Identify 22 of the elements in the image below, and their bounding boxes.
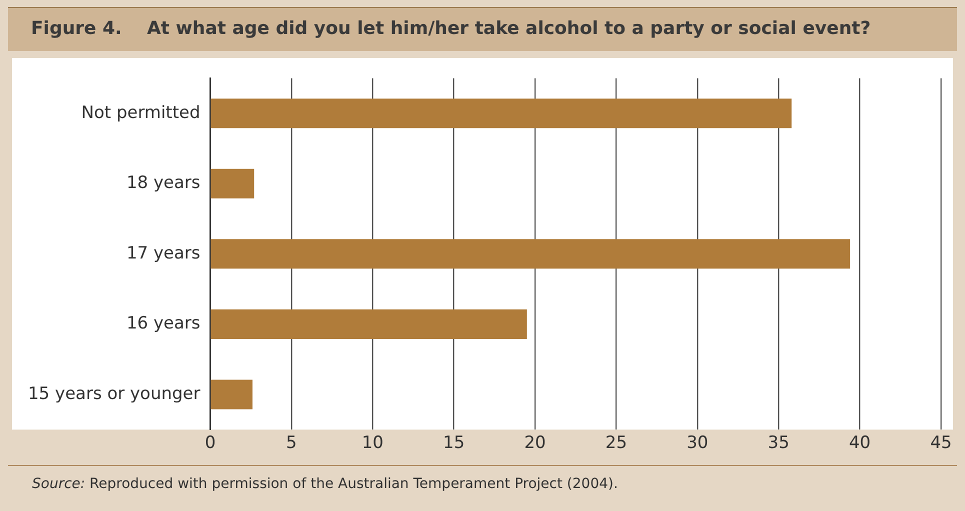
chart-title: Figure 4. At what age did you let him/her take alcohol to a party or social event?	[8, 7, 957, 51]
bar	[210, 168, 254, 198]
x-tick-label: 15	[443, 433, 465, 454]
x-tick-label: 25	[605, 433, 628, 454]
y-tick-label: 18 years	[126, 173, 200, 194]
x-tick-label: 40	[848, 433, 871, 454]
y-tick-label: 16 years	[126, 314, 200, 334]
x-tick-label: 45	[930, 433, 952, 454]
y-tick-label: 15 years or younger	[28, 384, 200, 404]
x-tick-label: 5	[286, 433, 297, 454]
x-tick-label: 30	[686, 433, 708, 454]
x-tick-label: 0	[204, 433, 216, 454]
x-tick-label: 10	[362, 433, 384, 454]
y-tick-label: Not permitted	[81, 102, 200, 123]
bar	[210, 380, 252, 410]
source-note: Source: Reproduced with permission of the Australian Temperament Project (2004).	[32, 476, 619, 492]
bar	[210, 239, 850, 269]
x-tick-label: 35	[768, 433, 790, 454]
x-tick-label: 20	[524, 433, 546, 454]
bar	[210, 98, 792, 128]
bar	[210, 309, 527, 339]
y-tick-label: 17 years	[126, 243, 200, 264]
